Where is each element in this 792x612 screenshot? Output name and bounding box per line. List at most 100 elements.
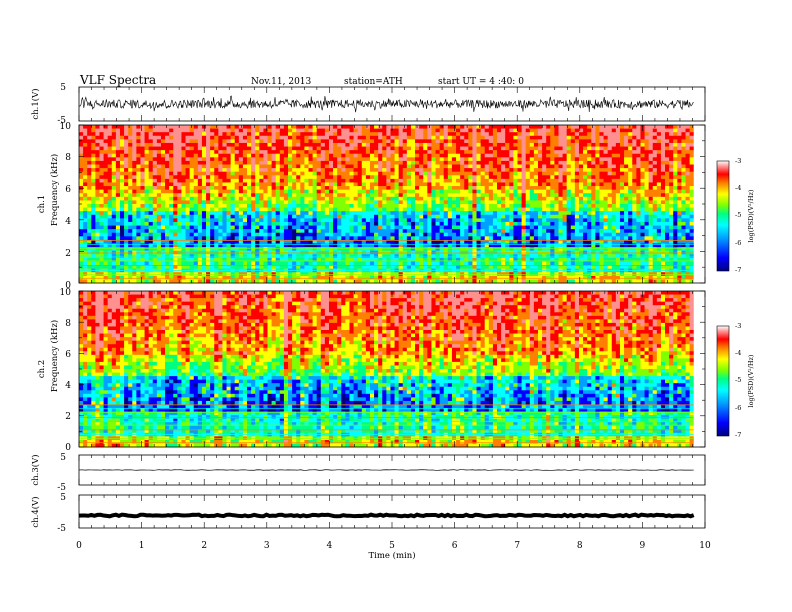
spectrogram-cell [525, 142, 531, 147]
spectrogram-cell [419, 135, 424, 140]
spectrogram-cell [431, 229, 436, 234]
spectrogram-cell [99, 211, 104, 216]
spectrogram-cell [406, 132, 412, 137]
spectrogram-cell [378, 221, 383, 226]
spectrogram-cell [87, 207, 92, 212]
spectrogram-cell [497, 200, 502, 205]
spectrogram-cell [374, 207, 379, 212]
spectrogram-cell [521, 168, 527, 173]
spectrogram-cell [83, 279, 88, 284]
spectrogram-cell [509, 261, 514, 266]
spectrogram-cell [210, 146, 215, 151]
spectrogram-cell [304, 211, 309, 216]
spectrogram-cell [337, 153, 342, 158]
spectrogram-cell [152, 139, 158, 144]
spectrogram-cell [189, 171, 195, 176]
spectrogram-cell [83, 211, 88, 216]
spectrogram-cell [230, 189, 236, 194]
spectrogram-cell [288, 218, 293, 223]
spectrogram-cell [124, 225, 129, 230]
spectrogram-cell [107, 229, 113, 234]
spectrogram-cell [107, 189, 113, 194]
spectrogram-cell [443, 128, 449, 133]
spectrogram-cell [79, 257, 84, 262]
spectrogram-cell [406, 236, 412, 241]
spectrogram-cell [115, 157, 121, 162]
spectrogram-cell [304, 218, 309, 223]
spectrogram-cell [283, 146, 289, 151]
spectrogram-cell [316, 247, 322, 252]
spectrogram-cell [460, 243, 465, 248]
spectrogram-cell [263, 261, 268, 266]
spectrogram-cell [402, 164, 408, 169]
spectrogram-cell [501, 265, 506, 270]
spectrogram-cell [247, 275, 252, 280]
spectrogram-cell [189, 178, 195, 183]
spectrogram-cell [173, 232, 178, 237]
spectrogram-cell [341, 182, 346, 187]
spectrogram-cell [128, 189, 133, 194]
spectrogram-cell [259, 196, 264, 201]
spectrogram-cell [361, 153, 367, 158]
spectrogram-cell [128, 211, 133, 216]
spectrogram-cell [210, 236, 215, 241]
spectrogram-cell [542, 153, 547, 158]
spectrogram-cell [128, 125, 133, 129]
spectrogram-cell [353, 182, 359, 187]
spectrogram-cell [111, 182, 117, 187]
spectrogram-cell [480, 157, 486, 162]
spectrogram-cell [394, 275, 400, 280]
spectrogram-cell [165, 229, 170, 234]
spectrogram-cell [103, 171, 109, 176]
spectrogram-cell [259, 125, 264, 129]
spectrogram-cell [181, 200, 186, 205]
spectrogram-cell [242, 221, 248, 226]
spectrogram-cell [406, 275, 412, 280]
spectrogram-cell [279, 157, 285, 162]
spectrogram-cell [382, 164, 387, 169]
spectrogram-cell [251, 135, 256, 140]
spectrogram-cell [365, 135, 371, 140]
spectrogram-cell [247, 186, 252, 191]
spectrogram-cell [99, 247, 104, 252]
spectrogram-cell [132, 218, 137, 223]
spectrogram-cell [353, 225, 359, 230]
spectrogram-cell [509, 275, 514, 280]
spectrogram-cell [324, 139, 330, 144]
spectrogram-cell [415, 175, 420, 180]
spectrogram-cell [312, 236, 318, 241]
spectrogram-cell [247, 178, 252, 183]
spectrogram-cell [152, 239, 158, 244]
spectrogram-cell [398, 186, 404, 191]
spectrogram-cell [255, 164, 260, 169]
spectrogram-cell [251, 257, 256, 262]
spectrogram-cell [308, 193, 313, 198]
spectrogram-cell [333, 207, 338, 212]
spectrogram-cell [197, 207, 203, 212]
spectrogram-cell [242, 132, 248, 137]
spectrogram-cell [251, 236, 256, 241]
spectrogram-cell [353, 221, 359, 226]
spectrogram-cell [111, 196, 117, 201]
spectrogram-cell [279, 207, 285, 212]
spectrogram-cell [136, 225, 141, 230]
spectrogram-cell [152, 171, 158, 176]
spectrogram-cell [226, 236, 232, 241]
spectrogram-cell [234, 236, 240, 241]
spectrogram-cell [353, 229, 359, 234]
spectrogram-cell [488, 146, 494, 151]
spectrogram-cell [484, 125, 490, 129]
spectrogram-cell [517, 261, 523, 266]
spectrogram-cell [160, 125, 166, 129]
spectrogram-cell [230, 178, 236, 183]
spectrogram-cell [378, 247, 383, 252]
spectrogram-cell [242, 189, 248, 194]
spectrogram-cell [328, 171, 334, 176]
spectrogram-cell [497, 261, 502, 266]
spectrogram-cell [419, 139, 424, 144]
spectrogram-cell [361, 189, 367, 194]
spectrogram-cell [132, 168, 137, 173]
spectrogram-cell [148, 153, 154, 158]
spectrogram-cell [259, 275, 264, 280]
spectrogram-cell [341, 157, 346, 162]
